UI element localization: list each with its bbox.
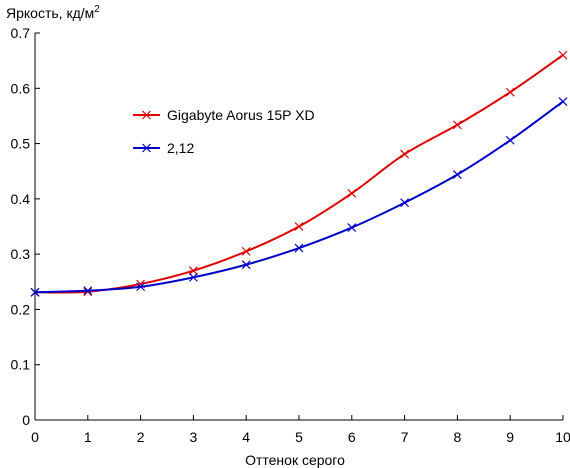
x-tick-label: 8	[454, 429, 462, 445]
x-tick-label: 10	[555, 429, 570, 445]
data-point	[400, 149, 410, 159]
series-0	[30, 50, 568, 297]
y-tick-label: 0.6	[11, 80, 31, 96]
y-tick-label: 0.4	[11, 191, 31, 207]
y-tick-label: 0.7	[11, 25, 31, 41]
legend-marker	[142, 110, 151, 120]
y-axis-ticks: 0 0.1 0.2 0.3 0.4 0.5 0.6 0.7	[11, 25, 40, 428]
series-layer	[30, 50, 568, 297]
data-point	[136, 282, 146, 292]
data-point	[83, 287, 93, 297]
data-point	[452, 120, 462, 130]
x-tick-label: 3	[190, 429, 198, 445]
data-point	[505, 87, 515, 97]
data-point	[188, 272, 198, 282]
x-tick-label: 7	[401, 429, 409, 445]
legend: Gigabyte Aorus 15P XD 2,12	[133, 107, 315, 156]
x-tick-label: 9	[506, 429, 514, 445]
data-point	[294, 222, 304, 231]
data-point	[452, 170, 462, 179]
legend-label: Gigabyte Aorus 15P XD	[167, 107, 315, 123]
data-point	[30, 287, 40, 297]
series-line	[34, 100, 564, 294]
x-axis-label: Оттенок серого	[245, 452, 345, 468]
data-point	[294, 243, 304, 253]
data-point	[558, 97, 568, 106]
y-tick-label: 0.5	[11, 136, 31, 152]
y-tick-label: 0.1	[11, 357, 31, 373]
x-tick-label: 1	[84, 429, 92, 445]
data-point	[347, 188, 357, 198]
data-point	[241, 246, 251, 256]
data-point	[83, 286, 93, 296]
data-point	[188, 266, 198, 276]
data-point	[347, 223, 357, 233]
x-tick-label: 0	[31, 429, 39, 445]
y-axis-label-superscript: 2	[94, 4, 100, 15]
series-1	[30, 97, 568, 297]
data-point	[400, 198, 410, 208]
x-tick-label: 4	[242, 429, 250, 445]
x-tick-label: 6	[348, 429, 356, 445]
legend-marker	[142, 143, 151, 153]
x-tick-label: 2	[137, 429, 145, 445]
y-tick-label: 0	[22, 412, 30, 428]
data-point	[558, 50, 568, 60]
legend-label: 2,12	[167, 140, 194, 156]
data-point	[241, 260, 251, 270]
x-tick-label: 5	[295, 429, 303, 445]
legend-item: Gigabyte Aorus 15P XD	[133, 107, 315, 123]
legend-item: 2,12	[133, 140, 194, 156]
y-tick-label: 0.2	[11, 301, 31, 317]
y-tick-label: 0.3	[11, 246, 31, 262]
x-axis-ticks: 0 1 2 3 4 5 6 7 8 9 10	[31, 415, 570, 445]
y-axis-label-text: Яркость, кд/м	[6, 5, 94, 21]
data-point	[505, 135, 515, 145]
series-line	[34, 54, 564, 294]
y-axis-label: Яркость, кд/м2	[6, 4, 100, 21]
